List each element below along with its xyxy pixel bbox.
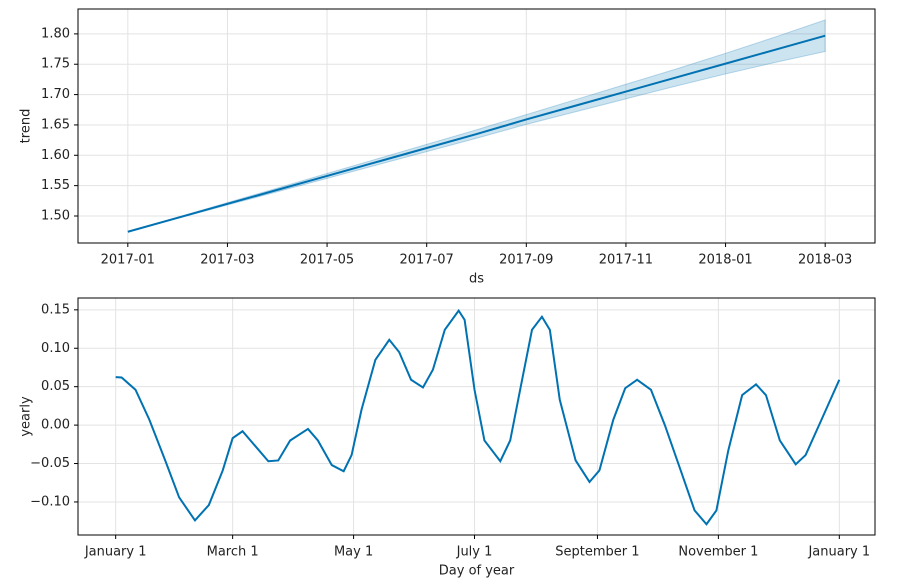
x-tick-label: 2017-11 xyxy=(599,253,653,268)
line xyxy=(127,34,826,233)
x-tick-label: 2017-09 xyxy=(499,253,553,268)
x-tick-label: January 1 xyxy=(807,545,870,560)
x-tick-label: September 1 xyxy=(555,545,639,560)
y-tick-label: 1.80 xyxy=(41,26,70,41)
x-tick-label: May 1 xyxy=(334,545,373,560)
x-tick-label: 2018-01 xyxy=(698,253,752,268)
y-axis-label: trend xyxy=(19,109,34,144)
x-tick-label: 2017-07 xyxy=(400,253,454,268)
y-tick-label: 1.70 xyxy=(41,87,70,102)
x-tick-label: 2018-03 xyxy=(798,253,852,268)
y-tick-label: 0.15 xyxy=(41,302,70,317)
x-tick-label: March 1 xyxy=(207,545,259,560)
x-tick-label: 2017-01 xyxy=(101,253,155,268)
plot-frame xyxy=(77,297,876,536)
plot-frame xyxy=(77,8,876,244)
y-tick-label: 0.10 xyxy=(41,341,70,356)
x-axis-label: Day of year xyxy=(439,564,515,579)
y-tick-label: −0.10 xyxy=(30,494,70,509)
x-tick-label: July 1 xyxy=(456,545,493,560)
y-tick-label: −0.05 xyxy=(30,456,70,471)
uncertainty-band xyxy=(127,19,826,233)
x-axis-label: ds xyxy=(469,272,484,287)
x-tick-label: November 1 xyxy=(678,545,758,560)
x-tick-label: 2017-05 xyxy=(300,253,354,268)
y-tick-label: 1.55 xyxy=(41,178,70,193)
y-tick-label: 1.50 xyxy=(41,208,70,223)
y-tick-label: 0.00 xyxy=(41,418,70,433)
x-tick-label: 2017-03 xyxy=(200,253,254,268)
x-tick-label: January 1 xyxy=(84,545,147,560)
y-tick-label: 1.75 xyxy=(41,57,70,72)
y-axis-label: yearly xyxy=(19,396,34,437)
y-tick-label: 0.05 xyxy=(41,379,70,394)
y-tick-label: 1.60 xyxy=(41,148,70,163)
y-tick-label: 1.65 xyxy=(41,117,70,132)
line xyxy=(115,308,841,526)
